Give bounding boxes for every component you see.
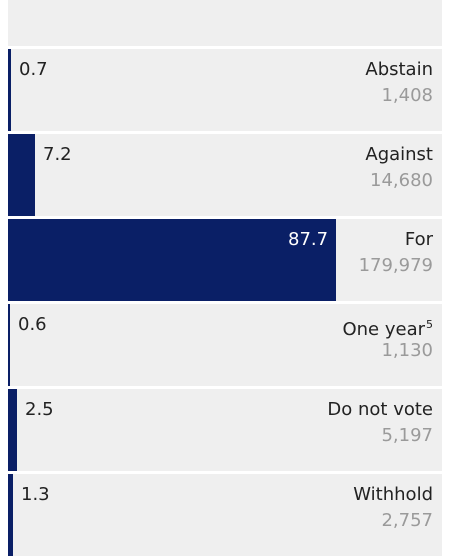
bar-abstain: [8, 49, 11, 131]
row-for: 87.7 For 179,979: [8, 219, 442, 301]
row-against: 7.2 Against 14,680: [8, 134, 442, 216]
value-label: 7.2: [43, 144, 72, 165]
category-label: Against: [365, 144, 433, 166]
category-label: For: [405, 229, 433, 251]
category-text: Abstain: [365, 59, 433, 80]
vote-count: 1,130: [381, 340, 433, 361]
vote-count: 1,408: [381, 85, 433, 106]
row-abstain: 0.7 Abstain 1,408: [8, 49, 442, 131]
bar-against: [8, 134, 35, 216]
category-text: One year: [342, 319, 425, 340]
row-one-year: 0.6 One year5 1,130: [8, 304, 442, 386]
category-label: Do not vote: [327, 399, 433, 421]
vote-count: 179,979: [358, 255, 433, 276]
footnote-marker: 5: [426, 318, 433, 331]
chart-header-band: [8, 0, 442, 46]
value-label: 0.7: [19, 59, 48, 80]
row-withhold: 1.3 Withhold 2,757: [8, 474, 442, 556]
category-label: Abstain: [365, 59, 433, 81]
row-do-not-vote: 2.5 Do not vote 5,197: [8, 389, 442, 471]
vote-count: 2,757: [381, 510, 433, 531]
vote-count: 5,197: [381, 425, 433, 446]
category-text: Against: [365, 144, 433, 165]
bar-withhold: [8, 474, 13, 556]
bar-for: [8, 219, 336, 301]
bar-do-not-vote: [8, 389, 17, 471]
vote-results-chart: 0.7 Abstain 1,408 7.2 Against 14,680 87.7 For 17…: [8, 0, 442, 556]
category-label: Withhold: [353, 484, 433, 506]
category-text: Do not vote: [327, 399, 433, 420]
value-label: 2.5: [25, 399, 54, 420]
vote-count: 14,680: [370, 170, 433, 191]
bar-one-year: [8, 304, 10, 386]
category-text: For: [404, 229, 433, 250]
value-label: 1.3: [21, 484, 50, 505]
value-label: 87.7: [288, 229, 329, 250]
value-label: 0.6: [18, 314, 47, 335]
category-text: Withhold: [353, 484, 433, 505]
category-label: One year5: [342, 314, 433, 341]
